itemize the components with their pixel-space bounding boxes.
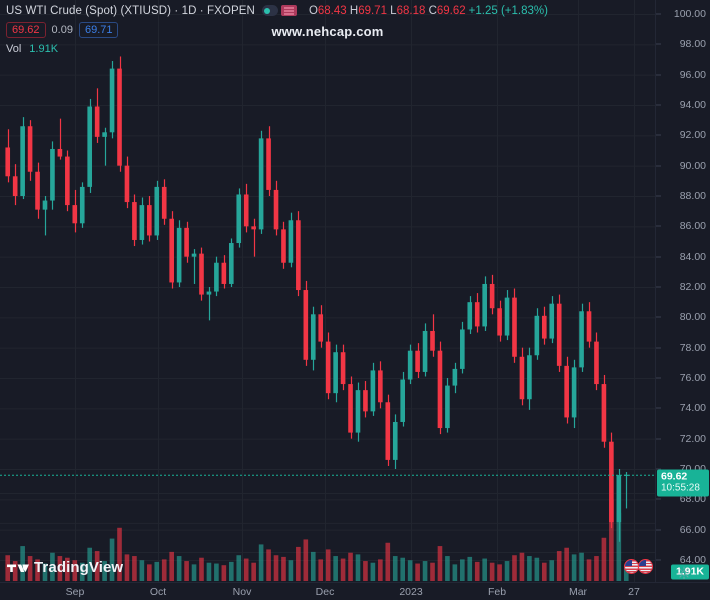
price-axis-label: 96.00 bbox=[679, 68, 706, 81]
price-axis-tick bbox=[656, 498, 661, 500]
flag-canton bbox=[639, 560, 646, 566]
price-axis-label: 90.00 bbox=[679, 159, 706, 172]
price-axis-tick bbox=[656, 74, 661, 76]
price-axis-label: 78.00 bbox=[679, 341, 706, 354]
candlestick-svg bbox=[0, 56, 655, 581]
price-axis-tick bbox=[656, 377, 661, 379]
price-axis-tick bbox=[656, 347, 661, 349]
time-axis-label: Nov bbox=[232, 586, 252, 598]
us-flag-event-icon[interactable] bbox=[624, 559, 639, 574]
volume-badge[interactable]: 1.91K bbox=[670, 564, 709, 580]
price-axis-tick bbox=[656, 468, 661, 470]
current-price-value: 69.62 bbox=[661, 470, 688, 483]
price-axis-tick bbox=[656, 407, 661, 409]
price-axis-label: 64.00 bbox=[679, 554, 706, 566]
time-axis-label: Mar bbox=[568, 586, 588, 598]
price-axis-label: 72.00 bbox=[679, 432, 706, 445]
time-axis-label: Dec bbox=[315, 586, 335, 598]
us-flag-event-icon[interactable] bbox=[638, 559, 653, 574]
price-axis-tick bbox=[656, 104, 661, 106]
price-axis-tick bbox=[656, 438, 661, 440]
price-axis-tick bbox=[656, 165, 661, 167]
time-axis-label: 2023 bbox=[399, 586, 423, 598]
price-axis-label: 80.00 bbox=[679, 311, 706, 324]
price-axis-label: 88.00 bbox=[679, 190, 706, 202]
gear-icon[interactable] bbox=[677, 566, 691, 580]
time-axis-label: Oct bbox=[149, 586, 167, 598]
current-price-time: 10:55:28 bbox=[661, 482, 700, 494]
price-axis-label: 66.00 bbox=[679, 523, 706, 536]
price-axis-tick bbox=[656, 559, 661, 561]
price-axis-tick bbox=[656, 195, 661, 197]
price-axis-tick bbox=[656, 13, 661, 15]
price-axis-label: 82.00 bbox=[679, 281, 706, 293]
time-axis-label: Sep bbox=[65, 586, 85, 598]
price-axis-tick bbox=[656, 256, 661, 258]
price-axis-label: 92.00 bbox=[679, 129, 706, 142]
price-axis-tick bbox=[656, 529, 661, 531]
price-axis-tick bbox=[656, 43, 661, 45]
price-axis-label: 100.00 bbox=[673, 8, 706, 20]
time-axis[interactable]: Sep Oct Nov Dec 2023 Feb Mar 27 bbox=[0, 582, 710, 600]
price-axis-tick bbox=[656, 316, 661, 318]
price-axis-label: 76.00 bbox=[679, 372, 706, 384]
price-axis-label: 68.00 bbox=[679, 493, 706, 506]
price-axis-label: 74.00 bbox=[679, 402, 706, 415]
price-axis-label: 86.00 bbox=[679, 220, 706, 233]
price-axis-tick bbox=[656, 286, 661, 288]
time-axis-label: 27 bbox=[628, 586, 640, 598]
price-axis-tick bbox=[656, 225, 661, 227]
chart-plot-area[interactable] bbox=[0, 0, 655, 582]
price-axis[interactable]: 69.62 10:55:28 1.91K 100.00 98.00 96.00 94.… bbox=[655, 0, 710, 582]
price-axis-label: 84.00 bbox=[679, 250, 706, 263]
flag-canton bbox=[625, 560, 632, 566]
price-axis-label: 98.00 bbox=[679, 38, 706, 51]
price-axis-label: 94.00 bbox=[679, 99, 706, 111]
price-axis-tick bbox=[656, 134, 661, 136]
time-axis-label: Feb bbox=[487, 586, 507, 598]
current-price-badge[interactable]: 69.62 10:55:28 bbox=[657, 469, 709, 497]
